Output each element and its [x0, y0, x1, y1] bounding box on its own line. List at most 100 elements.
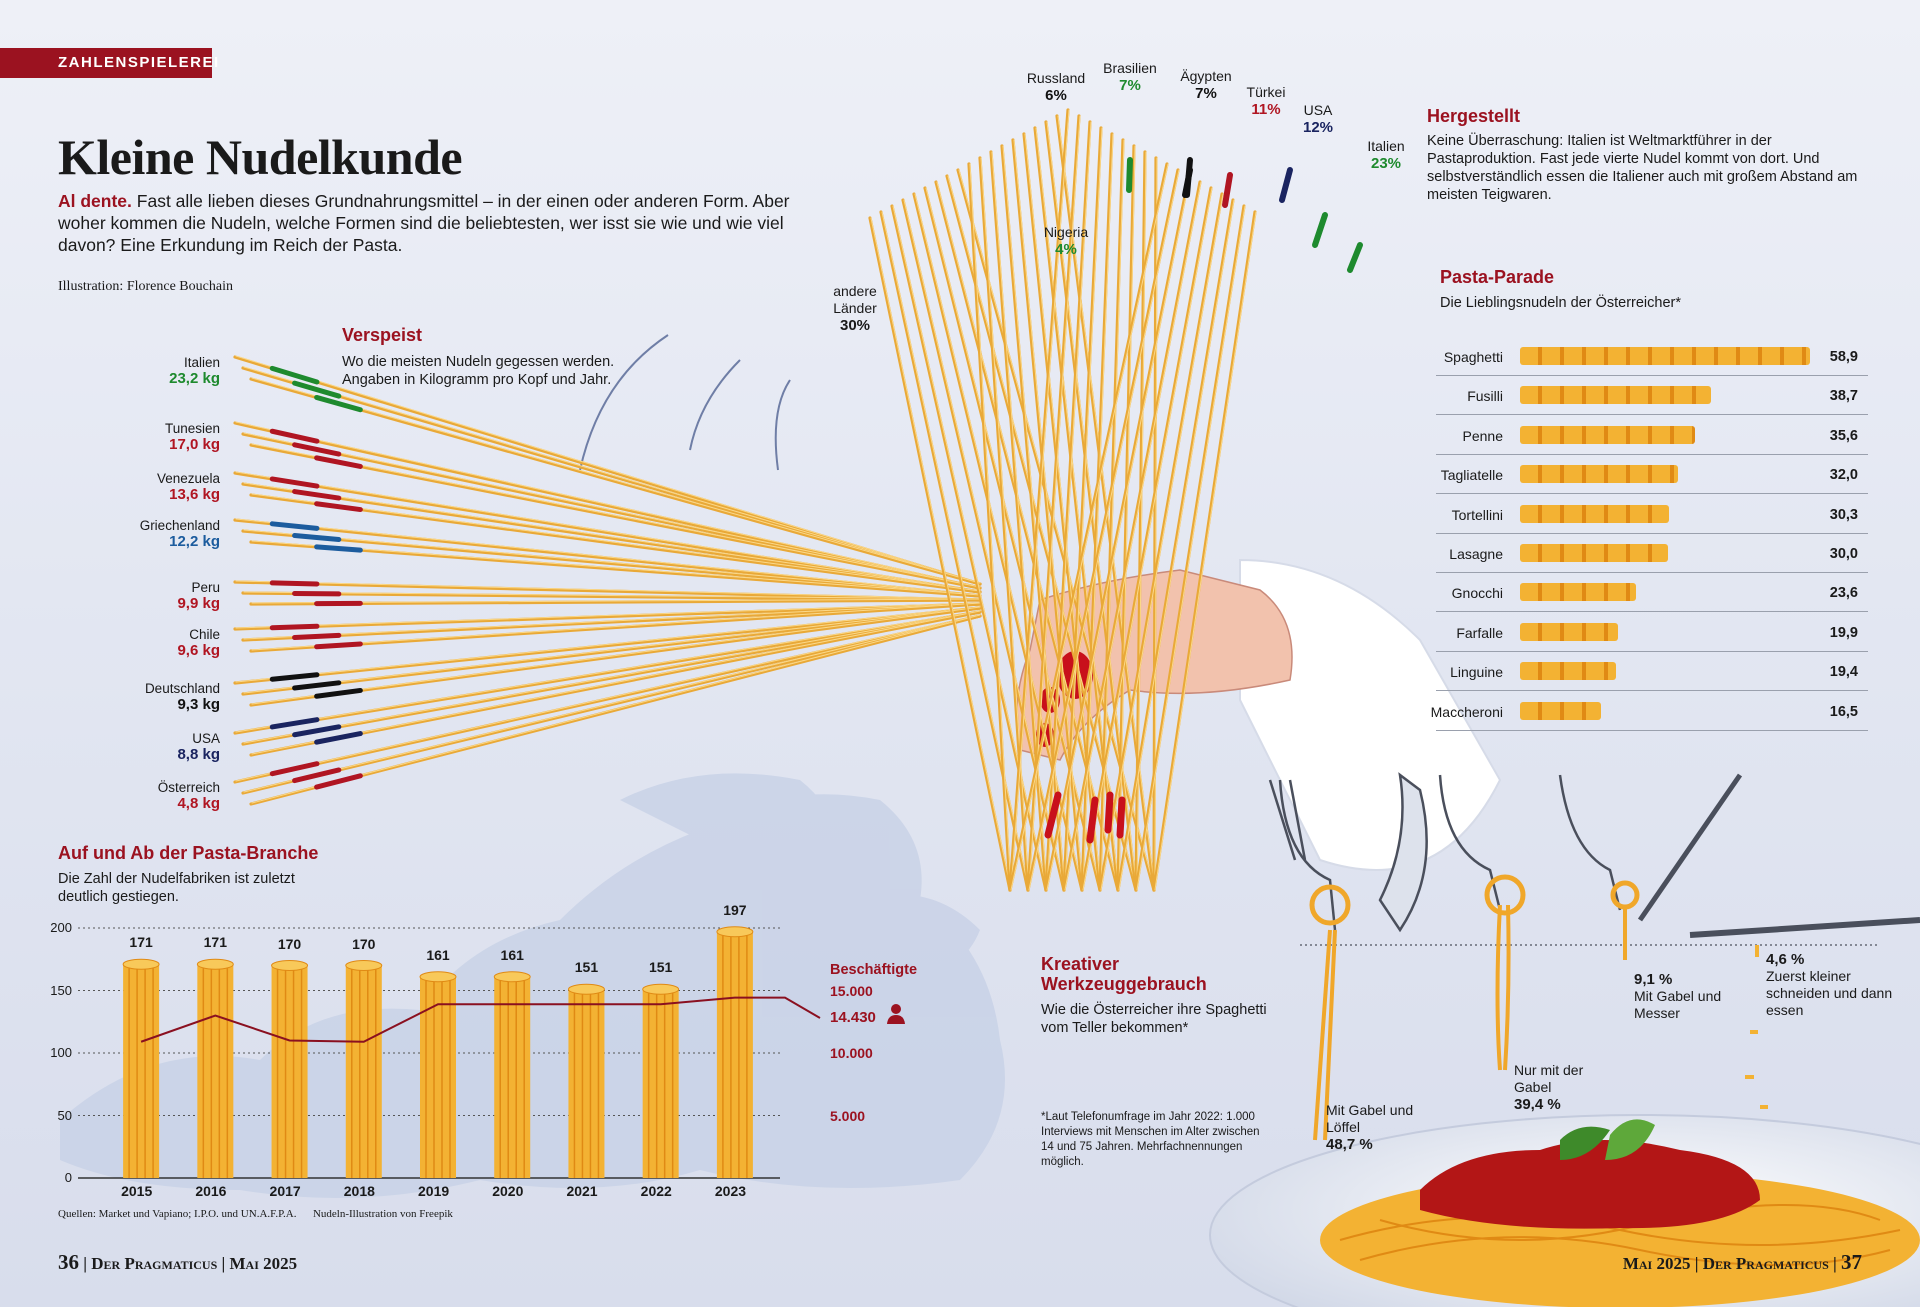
- footer-right: Mai 2025 | Der Pragmaticus | 37: [1623, 1250, 1862, 1275]
- bar-value-label: 171: [129, 934, 153, 951]
- flag-band: [1279, 167, 1293, 203]
- production-label: Brasilien 7%: [1100, 60, 1160, 94]
- flag-band: [269, 672, 320, 682]
- year-label: 2016: [195, 1183, 227, 1199]
- spaghetti-strand: [249, 606, 982, 707]
- spaghetti-strand: [241, 602, 982, 642]
- pasta-bar: [1520, 465, 1678, 484]
- pasta-name: Tortellini: [1451, 506, 1503, 523]
- spaghetti-strand: [249, 610, 982, 757]
- footer-left-text: | Der Pragmaticus | Mai 2025: [79, 1254, 298, 1273]
- flag-band: [269, 476, 320, 489]
- bar-value-label: 161: [426, 946, 450, 963]
- producer-value: 11%: [1251, 101, 1281, 118]
- flag-band: [292, 442, 342, 457]
- pasta-value: 35,6: [1829, 427, 1858, 444]
- other-countries-label: andere Länder 30%: [815, 283, 895, 334]
- spaghetti-strand: [233, 602, 982, 631]
- consumption-label: Österreich 4,8 kg: [60, 780, 220, 812]
- flag-band: [1104, 791, 1114, 834]
- spaghetti-strand: [1134, 204, 1246, 892]
- pasta-parade-subtitle: Die Lieblingsnudeln der Österreicher*: [1440, 295, 1681, 311]
- spaghetti-strand: [1008, 162, 1169, 892]
- y-tick-label: 0: [64, 1170, 72, 1185]
- bar-value-label: 151: [574, 959, 599, 976]
- producer-value: 6%: [1045, 87, 1067, 104]
- pasta-value: 19,4: [1829, 664, 1858, 681]
- person-icon: [886, 1003, 906, 1025]
- flag-band: [314, 501, 363, 513]
- consumption-label: Griechenland 12,2 kg: [60, 518, 220, 550]
- spaghetti-highlight: [1010, 109, 1070, 891]
- pasta-value: 58,9: [1829, 349, 1858, 365]
- method-label: Nur mit der Gabel: [1514, 1062, 1584, 1095]
- year-label: 2019: [418, 1183, 450, 1199]
- spaghetti-strand: [1080, 186, 1213, 892]
- producer-name: Russland: [1026, 70, 1086, 86]
- consumption-label: Venezuela 13,6 kg: [60, 471, 220, 503]
- spaghetti-strand: [249, 443, 982, 590]
- employees-current: 14.430: [830, 1009, 876, 1026]
- production-label: USA 12%: [1288, 102, 1348, 136]
- spaghetti-strand: [1152, 210, 1257, 892]
- branche-subtitle: Die Zahl der Nudelfabriken ist zuletzt d…: [58, 871, 295, 905]
- werkzeug-heading: Kreativer Werkzeuggebrauch: [1041, 954, 1207, 994]
- pasta-bar: [1520, 425, 1696, 444]
- pasta-row: Fusilli 38,7: [1436, 376, 1868, 416]
- country-value: 23,2 kg: [169, 370, 220, 387]
- spaghetti-strand: [241, 610, 982, 746]
- pasta-row: Maccheroni 16,5: [1431, 692, 1868, 731]
- pasta-bar: [1520, 544, 1668, 562]
- producer-name: USA: [1303, 102, 1333, 118]
- pasta-row: Tortellini 30,3: [1436, 495, 1868, 534]
- spaghetti-highlight: [251, 610, 981, 755]
- bar-cap: [122, 958, 160, 970]
- spaghetti-highlight: [251, 493, 981, 592]
- spaghetti-highlight: [870, 217, 1012, 891]
- flag-band: [1126, 157, 1133, 193]
- y2-tick-label: 15.000: [830, 982, 873, 999]
- bar-cap: [345, 960, 383, 971]
- pasta-name: Gnocchi: [1451, 585, 1503, 602]
- bar-cap: [567, 983, 605, 995]
- year-label: 2015: [121, 1183, 153, 1199]
- consumption-spaghetti-fan: [233, 355, 982, 806]
- bar-value-label: 170: [352, 935, 376, 952]
- pasta-parade-heading: Pasta-Parade: [1440, 267, 1555, 287]
- year-label: 2023: [714, 1183, 747, 1199]
- other-countries-value: 30%: [839, 317, 871, 334]
- producer-value: 4%: [1055, 241, 1077, 258]
- bar-value-label: 170: [277, 935, 302, 952]
- year-label: 2022: [640, 1183, 672, 1199]
- producer-value: 23%: [1370, 155, 1402, 172]
- pasta-value: 30,3: [1829, 506, 1858, 523]
- producer-name: Türkei: [1246, 84, 1286, 100]
- employees-label: Beschäftigte: [830, 962, 918, 978]
- country-value: 9,3 kg: [177, 696, 220, 713]
- consumption-label: Italien 23,2 kg: [60, 355, 220, 387]
- flag-band: [269, 717, 320, 730]
- hergestellt-text: Keine Überraschung: Italien ist Weltmark…: [1427, 133, 1858, 203]
- country-name: Italien: [183, 355, 220, 370]
- country-name: Chile: [189, 627, 220, 642]
- page-number-right: 37: [1841, 1250, 1862, 1274]
- year-label: 2018: [343, 1183, 375, 1199]
- intro-text: Al dente. Fast alle lieben dieses Grundn…: [58, 190, 828, 256]
- country-value: 17,0 kg: [169, 436, 220, 453]
- spaghetti-highlight: [243, 366, 981, 584]
- year-label: 2017: [269, 1183, 301, 1199]
- spaghetti-highlight: [1028, 169, 1180, 891]
- spaghetti-highlight: [243, 614, 981, 793]
- spaghetti-highlight: [243, 432, 981, 588]
- bar-value-label: 161: [500, 946, 524, 963]
- pasta-row: Tagliatelle 32,0: [1436, 455, 1868, 495]
- y-tick-label: 150: [50, 982, 72, 998]
- chart-source: Quellen: Market und Vapiano; I.P.O. und …: [58, 1208, 453, 1220]
- spaghetti-highlight: [235, 580, 981, 600]
- country-value: 13,6 kg: [169, 486, 220, 503]
- spaghetti-strand: [1062, 180, 1202, 892]
- production-label: Nigeria 4%: [1036, 224, 1096, 258]
- flag-band: [292, 533, 342, 542]
- bar-cap: [196, 958, 234, 970]
- producer-name: Italien: [1367, 138, 1405, 154]
